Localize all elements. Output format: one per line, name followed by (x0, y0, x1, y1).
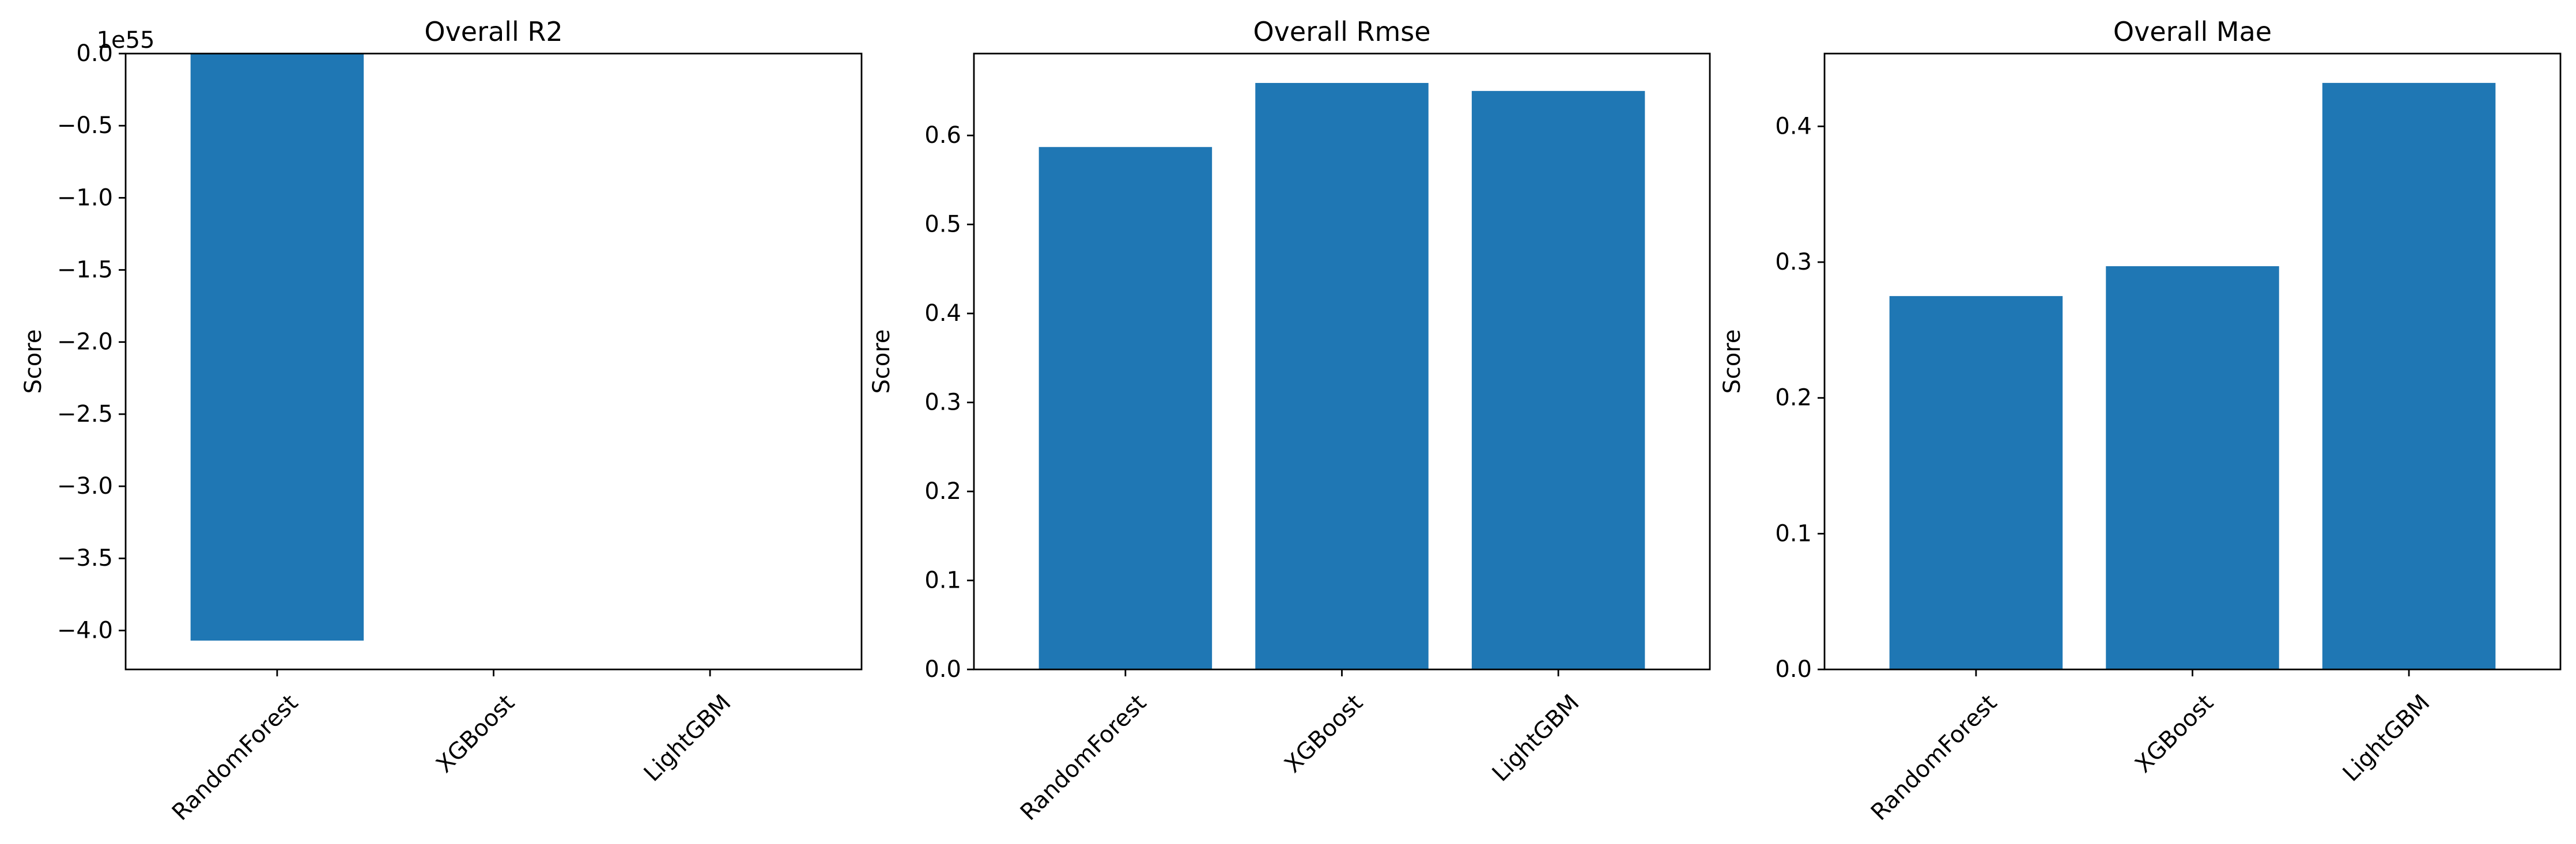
chart-panel-3: 0.0 0.1 0.2 0.3 0.4 RandomForest XGBoost LightG… (1719, 16, 2562, 826)
y-tick-label: 0.2 (924, 478, 961, 505)
y-tick-label: 0.0 (924, 656, 961, 683)
x-tick-label: XGBoost (2130, 690, 2219, 778)
chart-panel-1: 0.0 −0.5 −1.0 −1.5 −2.0 −2.5 −3.0 −3.5 −4.0 Rando… (20, 16, 863, 826)
x-tick-label: RandomForest (167, 690, 303, 826)
bar (190, 54, 364, 641)
y-tick-label: 0.3 (1775, 249, 1812, 275)
x-tick-label: LightGBM (1487, 690, 1585, 787)
y-tick-label: 0.1 (924, 567, 961, 594)
y-tick-label: −3.5 (57, 545, 113, 572)
bar (1889, 296, 2063, 669)
y-tick-label: −2.0 (57, 329, 113, 355)
y-tick-label: 0.6 (924, 122, 961, 149)
y-tick-label: 0.0 (1775, 656, 1812, 683)
y-tick-label: −0.5 (57, 112, 113, 139)
y-axis-label: Score (868, 329, 895, 393)
chart-panel-2: 0.0 0.1 0.2 0.3 0.4 0.5 0.6 RandomForest XGBoost… (868, 16, 1711, 826)
y-tick-label: −1.0 (57, 184, 113, 211)
chart-title: Overall Rmse (1253, 16, 1430, 47)
y-axis-label: Score (20, 329, 47, 393)
x-tick-label: XGBoost (1279, 690, 1368, 778)
y-tick-label: −4.0 (57, 617, 113, 644)
x-tick-label: RandomForest (1866, 690, 2002, 826)
y-tick-label: 0.5 (924, 211, 961, 238)
x-tick-label: RandomForest (1015, 690, 1151, 826)
bar (2106, 266, 2279, 669)
x-tick-label: XGBoost (431, 690, 520, 778)
y-tick-label: 0.4 (1775, 113, 1812, 139)
y-tick-label: 0.2 (1775, 385, 1812, 411)
y-tick-label: 0.3 (924, 389, 961, 416)
y-tick-label: 0.4 (924, 300, 961, 327)
y-tick-label: −2.5 (57, 401, 113, 427)
y-axis-label: Score (1719, 329, 1746, 393)
y-tick-label: 0.0 (76, 40, 113, 67)
chart-title: Overall R2 (424, 16, 562, 47)
x-tick-label: LightGBM (639, 690, 736, 787)
y-tick-label: −1.5 (57, 257, 113, 283)
y-tick-label: −3.0 (57, 473, 113, 499)
bar (2322, 82, 2496, 669)
bar (1471, 90, 1645, 670)
bar (1038, 147, 1213, 670)
x-tick-label: LightGBM (2338, 690, 2435, 787)
y-tick-label: 0.1 (1775, 520, 1812, 547)
y-offset-label: 1e55 (97, 27, 155, 54)
bar (1255, 82, 1429, 669)
chart-title: Overall Mae (2113, 16, 2272, 47)
